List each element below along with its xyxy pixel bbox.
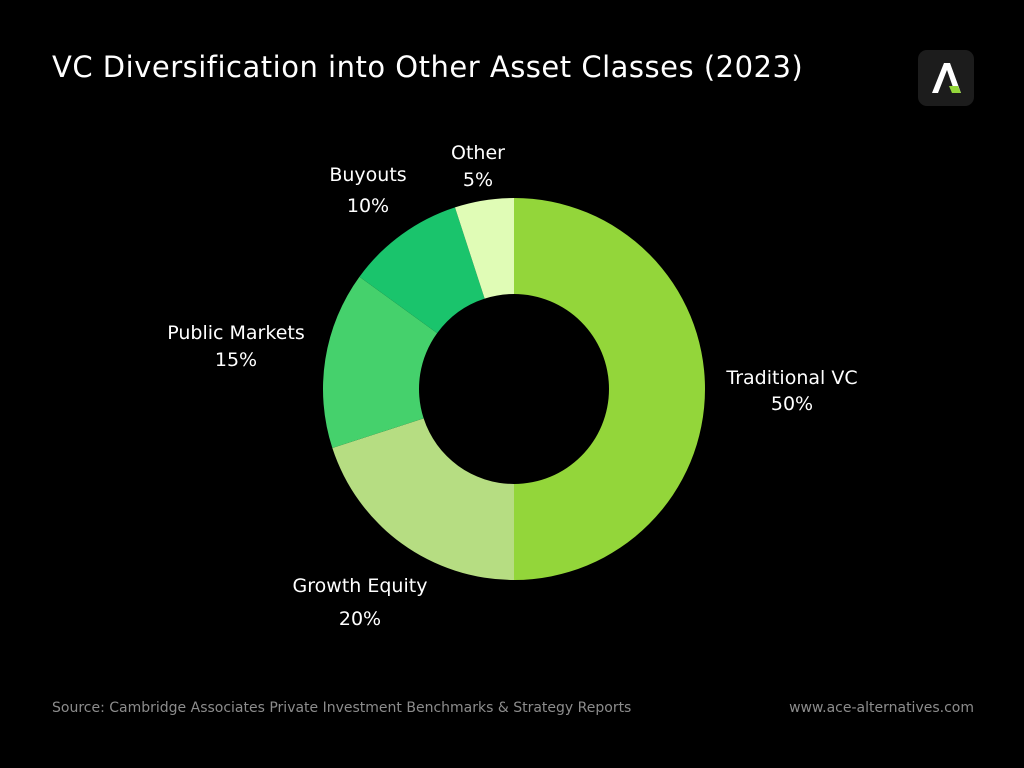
slice-label-category: Other [451,142,505,164]
donut-slice-traditional-vc [514,198,705,580]
slice-label-value: 20% [339,608,381,630]
slice-label-value: 10% [347,195,389,217]
source-note: Source: Cambridge Associates Private Inv… [52,700,632,716]
slice-label-category: Buyouts [329,164,406,186]
chart-title: VC Diversification into Other Asset Clas… [52,50,804,84]
slice-label-value: 50% [771,393,813,415]
slice-label-category: Public Markets [167,322,304,344]
donut-slice-other [454,198,514,299]
slice-label-category: Growth Equity [293,575,428,597]
ace-alternatives-logo-icon [918,50,974,106]
donut-slice-growth-equity [332,418,514,580]
slice-label-value: 5% [463,169,493,191]
donut-slice-buyouts [359,207,485,334]
donut-slice-public-markets [323,276,438,449]
website-link[interactable]: www.ace-alternatives.com [789,700,974,716]
slice-label-value: 15% [215,349,257,371]
slice-label-category: Traditional VC [725,367,857,389]
